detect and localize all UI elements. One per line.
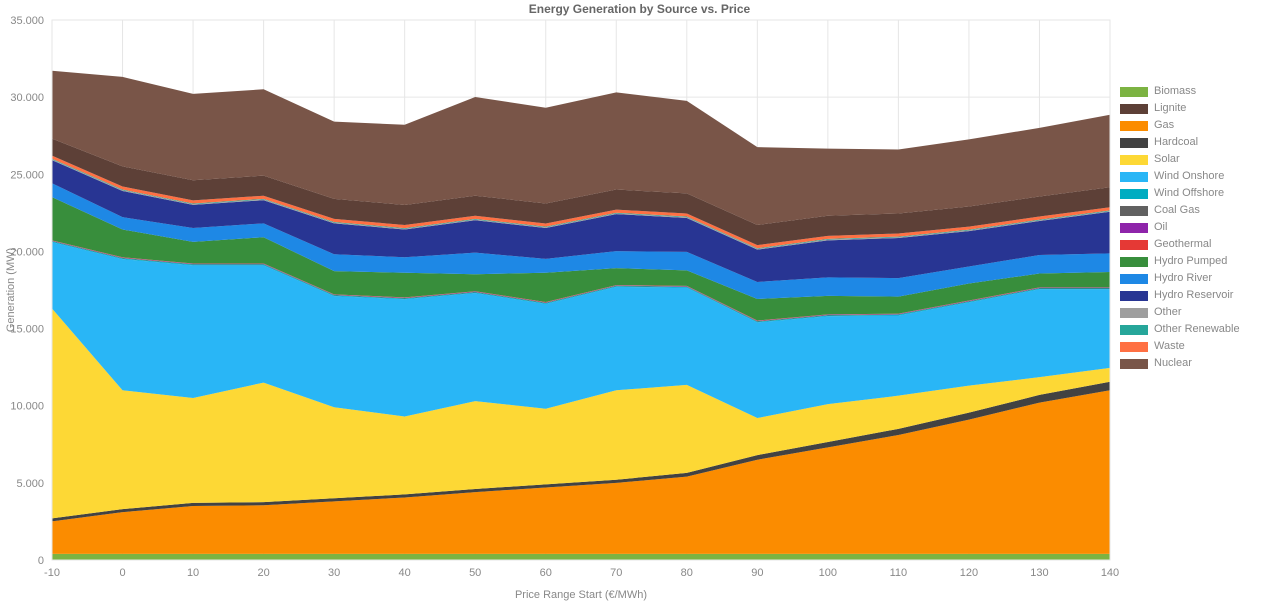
legend-swatch <box>1120 206 1148 216</box>
legend-swatch <box>1120 223 1148 233</box>
y-axis-label: Generation (MW) <box>5 248 17 332</box>
legend-swatch <box>1120 104 1148 114</box>
legend-swatch <box>1120 274 1148 284</box>
legend: Biomass Lignite Gas Hardcoal Solar Wind Onsho… <box>1120 86 1240 375</box>
legend-swatch <box>1120 121 1148 131</box>
legend-label: Wind Offshore <box>1154 188 1224 199</box>
legend-label: Nuclear <box>1154 358 1192 369</box>
svg-text:0: 0 <box>38 555 44 567</box>
legend-label: Biomass <box>1154 86 1196 97</box>
legend-swatch <box>1120 155 1148 165</box>
svg-text:-10: -10 <box>44 567 60 579</box>
legend-item-gas[interactable]: Gas <box>1120 120 1240 131</box>
svg-text:60: 60 <box>540 567 552 579</box>
legend-swatch <box>1120 138 1148 148</box>
area-biomass <box>52 554 1110 560</box>
legend-label: Oil <box>1154 222 1167 233</box>
svg-text:35.000: 35.000 <box>10 15 44 27</box>
legend-label: Wind Onshore <box>1154 171 1224 182</box>
legend-item-solar[interactable]: Solar <box>1120 154 1240 165</box>
legend-item-hydro-river[interactable]: Hydro River <box>1120 273 1240 284</box>
legend-item-hydro-pumped[interactable]: Hydro Pumped <box>1120 256 1240 267</box>
legend-item-geothermal[interactable]: Geothermal <box>1120 239 1240 250</box>
legend-item-waste[interactable]: Waste <box>1120 341 1240 352</box>
svg-text:80: 80 <box>681 567 693 579</box>
chart-title: Energy Generation by Source vs. Price <box>0 2 1279 16</box>
svg-text:0: 0 <box>119 567 125 579</box>
legend-label: Other Renewable <box>1154 324 1240 335</box>
svg-text:100: 100 <box>819 567 837 579</box>
legend-item-nuclear[interactable]: Nuclear <box>1120 358 1240 369</box>
x-axis-label: Price Range Start (€/MWh) <box>515 589 647 601</box>
svg-text:90: 90 <box>751 567 763 579</box>
svg-text:10.000: 10.000 <box>10 401 44 413</box>
legend-label: Hydro Reservoir <box>1154 290 1233 301</box>
svg-text:50: 50 <box>469 567 481 579</box>
svg-text:40: 40 <box>399 567 411 579</box>
svg-text:110: 110 <box>890 567 908 579</box>
legend-swatch <box>1120 240 1148 250</box>
legend-swatch <box>1120 359 1148 369</box>
svg-text:120: 120 <box>960 567 978 579</box>
svg-text:20: 20 <box>257 567 269 579</box>
legend-swatch <box>1120 325 1148 335</box>
legend-label: Other <box>1154 307 1182 318</box>
legend-item-wind-onshore[interactable]: Wind Onshore <box>1120 171 1240 182</box>
legend-label: Geothermal <box>1154 239 1211 250</box>
legend-item-coal-gas[interactable]: Coal Gas <box>1120 205 1240 216</box>
legend-item-other-renewable[interactable]: Other Renewable <box>1120 324 1240 335</box>
legend-swatch <box>1120 308 1148 318</box>
legend-swatch <box>1120 87 1148 97</box>
legend-item-lignite[interactable]: Lignite <box>1120 103 1240 114</box>
legend-item-biomass[interactable]: Biomass <box>1120 86 1240 97</box>
legend-swatch <box>1120 342 1148 352</box>
legend-item-oil[interactable]: Oil <box>1120 222 1240 233</box>
svg-text:5.000: 5.000 <box>16 478 44 490</box>
legend-swatch <box>1120 257 1148 267</box>
legend-swatch <box>1120 189 1148 199</box>
svg-text:30: 30 <box>328 567 340 579</box>
legend-label: Solar <box>1154 154 1180 165</box>
legend-label: Gas <box>1154 120 1174 131</box>
chart-svg: 05.00010.00015.00020.00025.00030.00035.0… <box>0 0 1279 607</box>
svg-text:140: 140 <box>1101 567 1119 579</box>
legend-item-hydro-reservoir[interactable]: Hydro Reservoir <box>1120 290 1240 301</box>
legend-label: Waste <box>1154 341 1185 352</box>
legend-swatch <box>1120 291 1148 301</box>
legend-label: Coal Gas <box>1154 205 1200 216</box>
legend-item-other[interactable]: Other <box>1120 307 1240 318</box>
legend-swatch <box>1120 172 1148 182</box>
legend-label: Hydro River <box>1154 273 1212 284</box>
legend-label: Hardcoal <box>1154 137 1198 148</box>
svg-text:30.000: 30.000 <box>10 92 44 104</box>
svg-text:10: 10 <box>187 567 199 579</box>
legend-label: Hydro Pumped <box>1154 256 1227 267</box>
svg-text:25.000: 25.000 <box>10 169 44 181</box>
chart-container: Energy Generation by Source vs. Price 0 5… <box>0 0 1279 607</box>
svg-text:70: 70 <box>610 567 622 579</box>
legend-item-hardcoal[interactable]: Hardcoal <box>1120 137 1240 148</box>
legend-label: Lignite <box>1154 103 1186 114</box>
legend-item-wind-offshore[interactable]: Wind Offshore <box>1120 188 1240 199</box>
svg-text:130: 130 <box>1030 567 1048 579</box>
